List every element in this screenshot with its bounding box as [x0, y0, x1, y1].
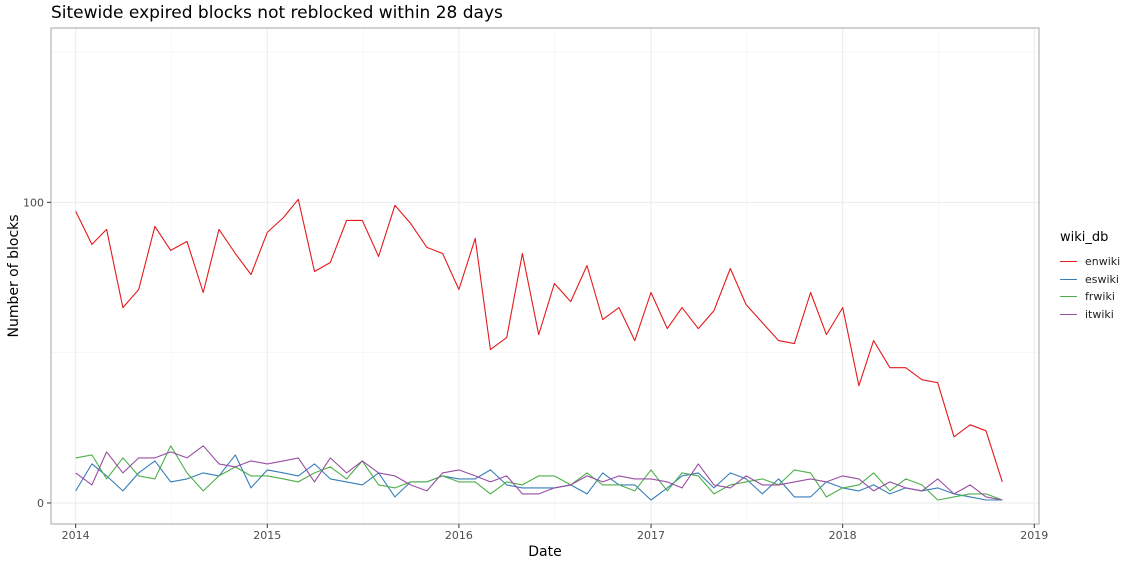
x-tick-label: 2014	[62, 529, 90, 542]
legend-key-frwiki	[1060, 296, 1077, 298]
x-tick-label: 2015	[253, 529, 281, 542]
grid	[51, 28, 1039, 524]
legend-label: eswiki	[1085, 272, 1119, 286]
series-line-eswiki	[75, 454, 1003, 501]
x-axis-title: Date	[528, 544, 561, 560]
legend-key-itwiki	[1060, 313, 1077, 315]
legend-item-enwiki: enwiki	[1060, 253, 1120, 271]
legend-key-enwiki	[1060, 261, 1077, 263]
series-line-enwiki	[75, 198, 1003, 483]
series-group	[75, 198, 1003, 501]
x-tick-label: 2019	[1020, 529, 1048, 542]
plot-border	[50, 27, 1040, 525]
legend-key-eswiki	[1060, 278, 1077, 280]
legend-label: itwiki	[1085, 307, 1114, 321]
series-line-frwiki	[75, 445, 1003, 501]
plot-panel	[51, 28, 1039, 524]
series-line-itwiki	[75, 445, 1003, 501]
x-tick-label: 2018	[829, 529, 857, 542]
legend-item-itwiki: itwiki	[1060, 306, 1120, 324]
y-axis-title: Number of blocks	[6, 214, 22, 337]
y-tick-label: 0	[37, 497, 44, 510]
legend-title: wiki_db	[1060, 230, 1109, 245]
legend-item-eswiki: eswiki	[1060, 271, 1120, 289]
legend-label: enwiki	[1085, 255, 1121, 269]
legend-item-frwiki: frwiki	[1060, 288, 1120, 306]
legend: wiki_db enwiki eswiki frwiki itwiki	[1060, 230, 1120, 323]
chart-title: Sitewide expired blocks not reblocked wi…	[51, 3, 503, 23]
axes: 2014 2015 2016 2017 2018 2019 0 100	[23, 27, 1048, 542]
x-tick-label: 2016	[445, 529, 473, 542]
y-tick-label: 100	[23, 196, 44, 209]
plot-background	[51, 28, 1039, 524]
legend-label: frwiki	[1085, 290, 1115, 304]
x-tick-label: 2017	[637, 529, 665, 542]
